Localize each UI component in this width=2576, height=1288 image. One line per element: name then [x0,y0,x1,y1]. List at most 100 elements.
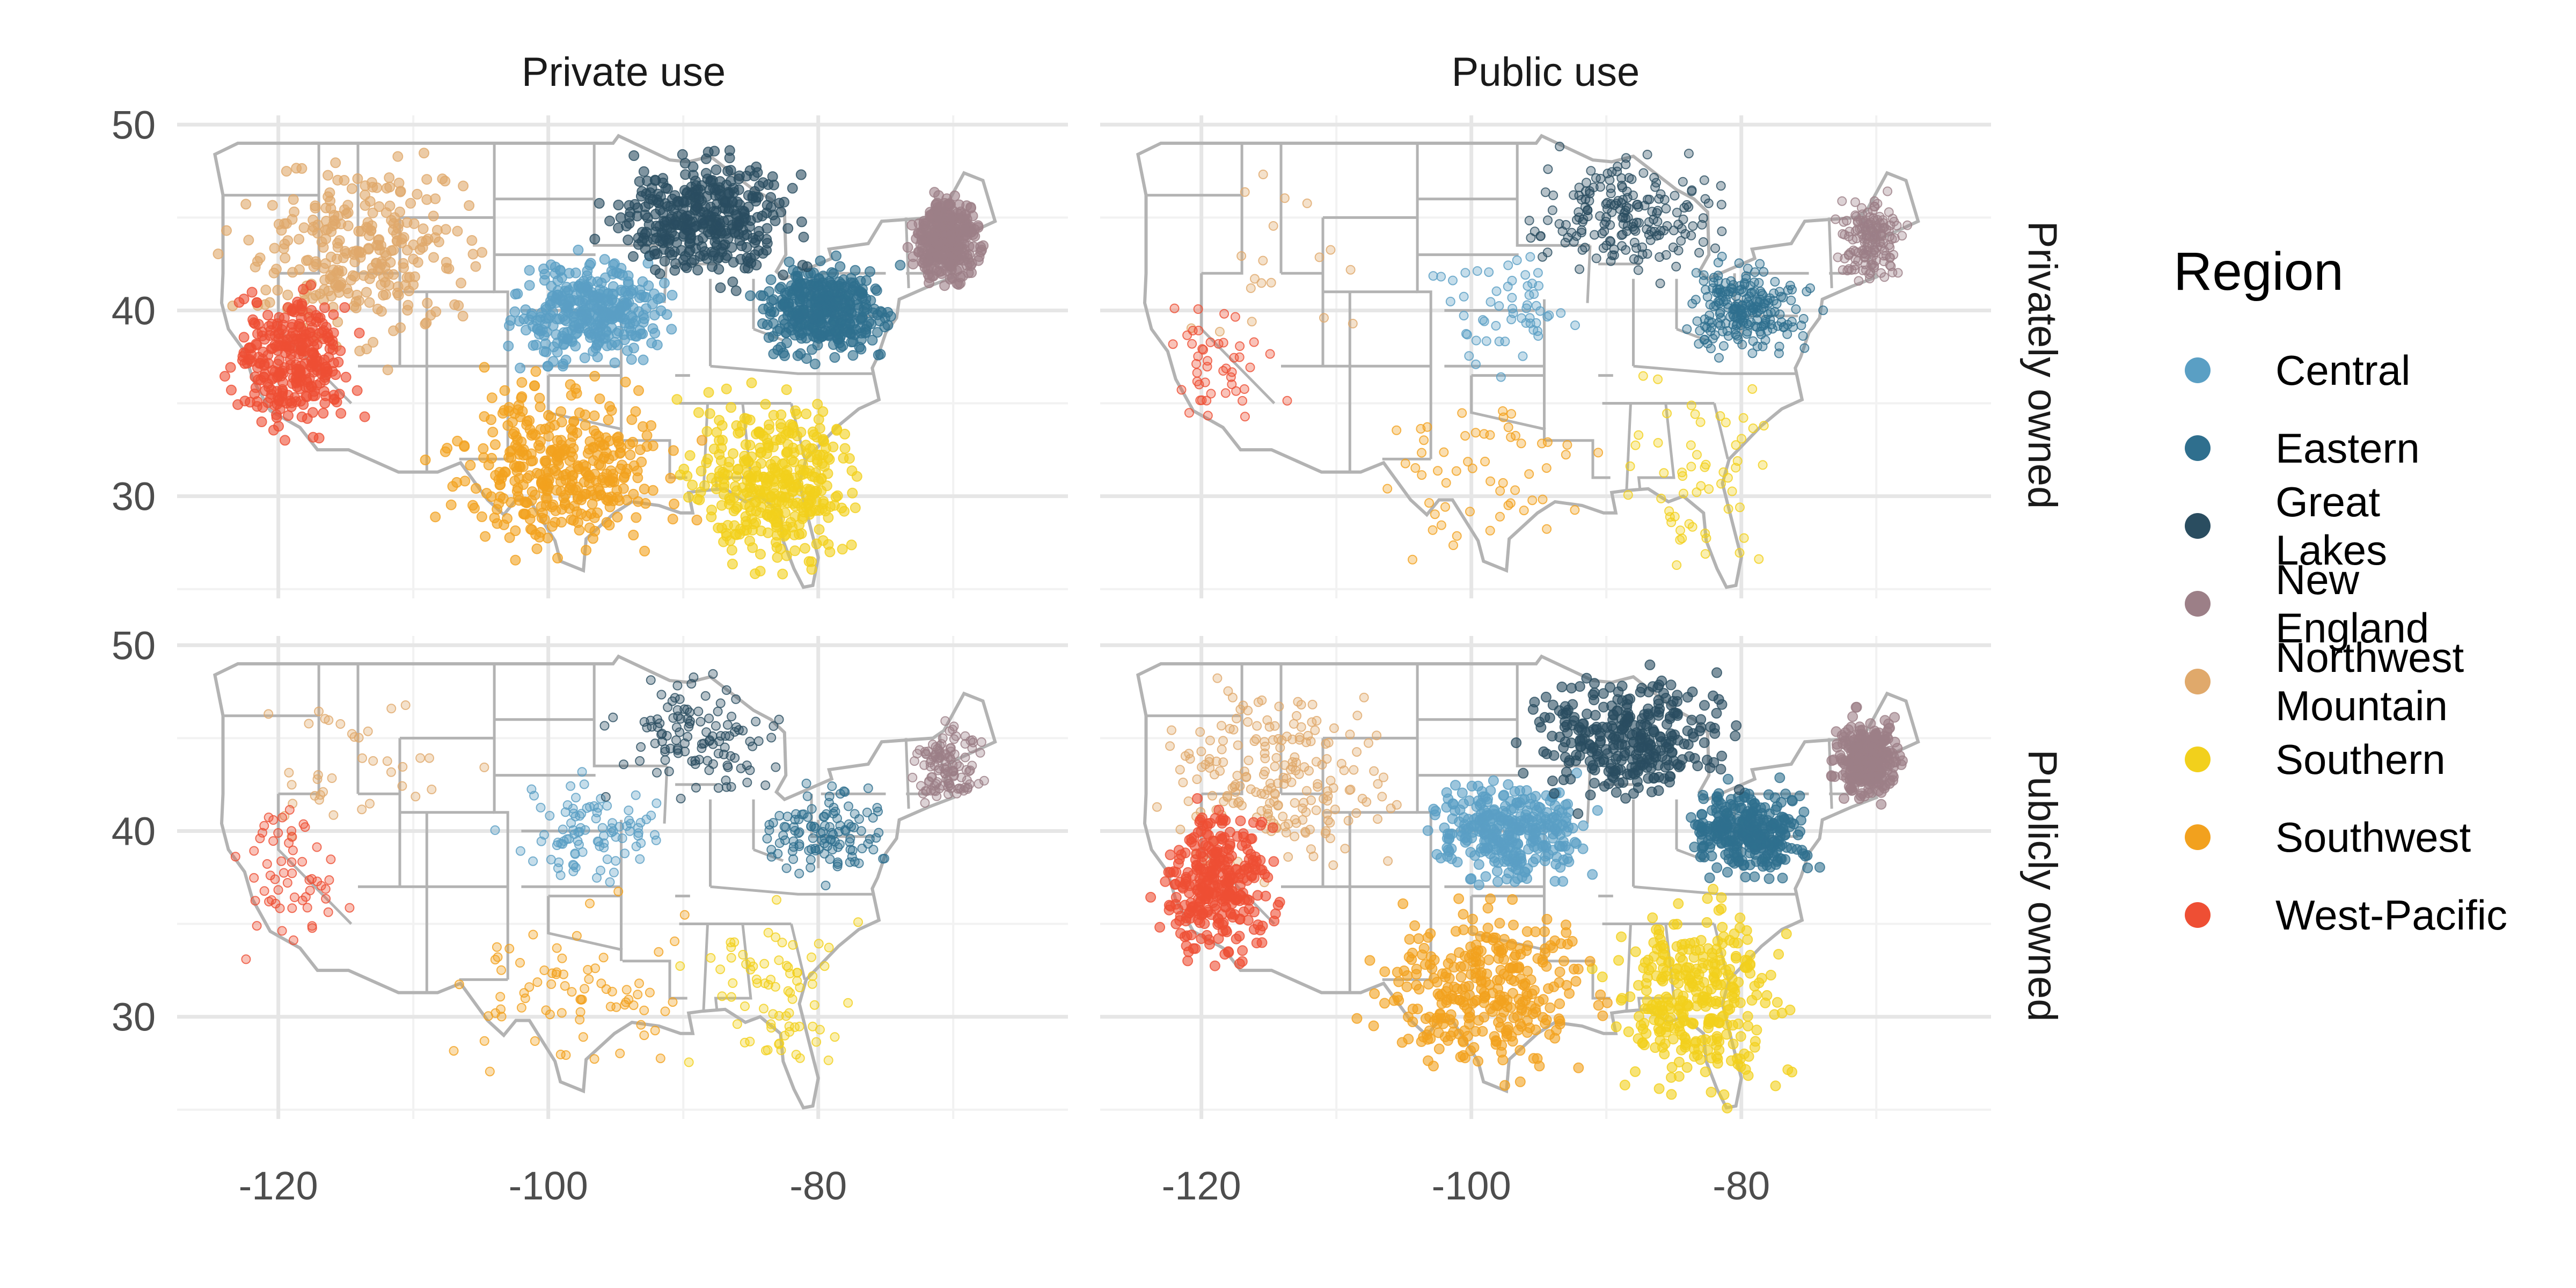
data-point [601,792,611,802]
data-point [1461,329,1471,339]
data-point [422,297,433,309]
data-point [1382,484,1393,494]
data-point [535,401,546,413]
data-point [637,328,648,340]
data-point [1772,299,1782,309]
data-point [290,396,302,407]
data-point [1869,196,1879,206]
data-point [797,260,808,271]
data-point [696,716,706,727]
points-central [1422,767,1603,890]
data-point [350,296,362,308]
data-point [499,519,509,530]
data-point [704,408,715,419]
data-point [1737,340,1747,349]
data-point [1445,296,1455,306]
data-point [739,413,750,424]
data-point [792,350,803,361]
data-point [871,285,882,296]
data-point [588,533,598,544]
data-point [1524,469,1534,479]
data-point [768,348,779,360]
data-point [806,564,817,575]
data-point [730,285,742,296]
data-point [352,173,363,184]
data-point [521,325,531,336]
data-point [361,287,372,298]
data-point [1230,312,1240,322]
data-point [1527,495,1538,506]
data-point [743,190,754,201]
data-point [470,261,481,272]
data-point [972,222,984,233]
data-point [711,206,722,217]
data-point [557,1008,567,1018]
data-point [1638,168,1649,178]
data-point [256,416,267,427]
data-point [425,310,436,321]
data-point [1471,335,1481,346]
data-point [289,333,300,345]
data-point [1682,324,1692,334]
data-point [277,813,287,823]
data-point [1585,188,1595,199]
data-point [755,548,766,560]
data-point [264,330,275,341]
data-point [765,274,777,286]
data-point [788,456,800,467]
data-point [262,397,274,408]
data-point [708,669,718,679]
data-point [579,779,589,789]
data-point [1492,857,1504,868]
data-point [806,862,816,873]
data-point [741,241,752,253]
data-point [1440,502,1450,512]
data-point [801,353,812,364]
data-point [658,277,670,289]
data-point [755,442,766,453]
data-point [598,333,609,343]
data-point [693,706,704,716]
data-point [819,811,830,822]
data-point [1542,524,1552,534]
data-point [250,896,260,906]
data-point [1686,462,1696,472]
data-point [260,284,272,296]
data-point [287,857,297,867]
data-point [1479,835,1490,846]
data-point [566,781,576,791]
data-point [1543,164,1553,174]
data-point [504,943,515,954]
state-border [1625,403,1632,491]
points-central [1428,252,1580,382]
data-point [305,885,315,896]
data-point [780,327,792,339]
data-point [798,231,809,243]
data-point [1250,274,1260,284]
data-point [635,854,645,864]
data-point [289,892,299,902]
data-point [306,358,318,369]
data-point [604,215,615,226]
data-point [573,244,584,255]
data-point [1699,270,1709,280]
data-point [541,1005,551,1015]
data-point [1721,418,1731,428]
data-point [318,325,329,336]
data-point [724,152,735,164]
data-point [1554,219,1564,229]
data-point [342,207,354,218]
data-point [1848,235,1858,245]
data-point [1878,215,1888,225]
data-point [465,459,476,471]
data-point [541,493,553,504]
data-point [1239,384,1249,394]
data-point [1416,424,1426,434]
data-point [564,268,575,279]
data-point [1661,203,1671,214]
data-point [1599,219,1609,229]
data-point [398,762,408,772]
y-tick-label: 40 [112,809,156,853]
data-point [874,828,884,838]
data-point [393,178,405,188]
